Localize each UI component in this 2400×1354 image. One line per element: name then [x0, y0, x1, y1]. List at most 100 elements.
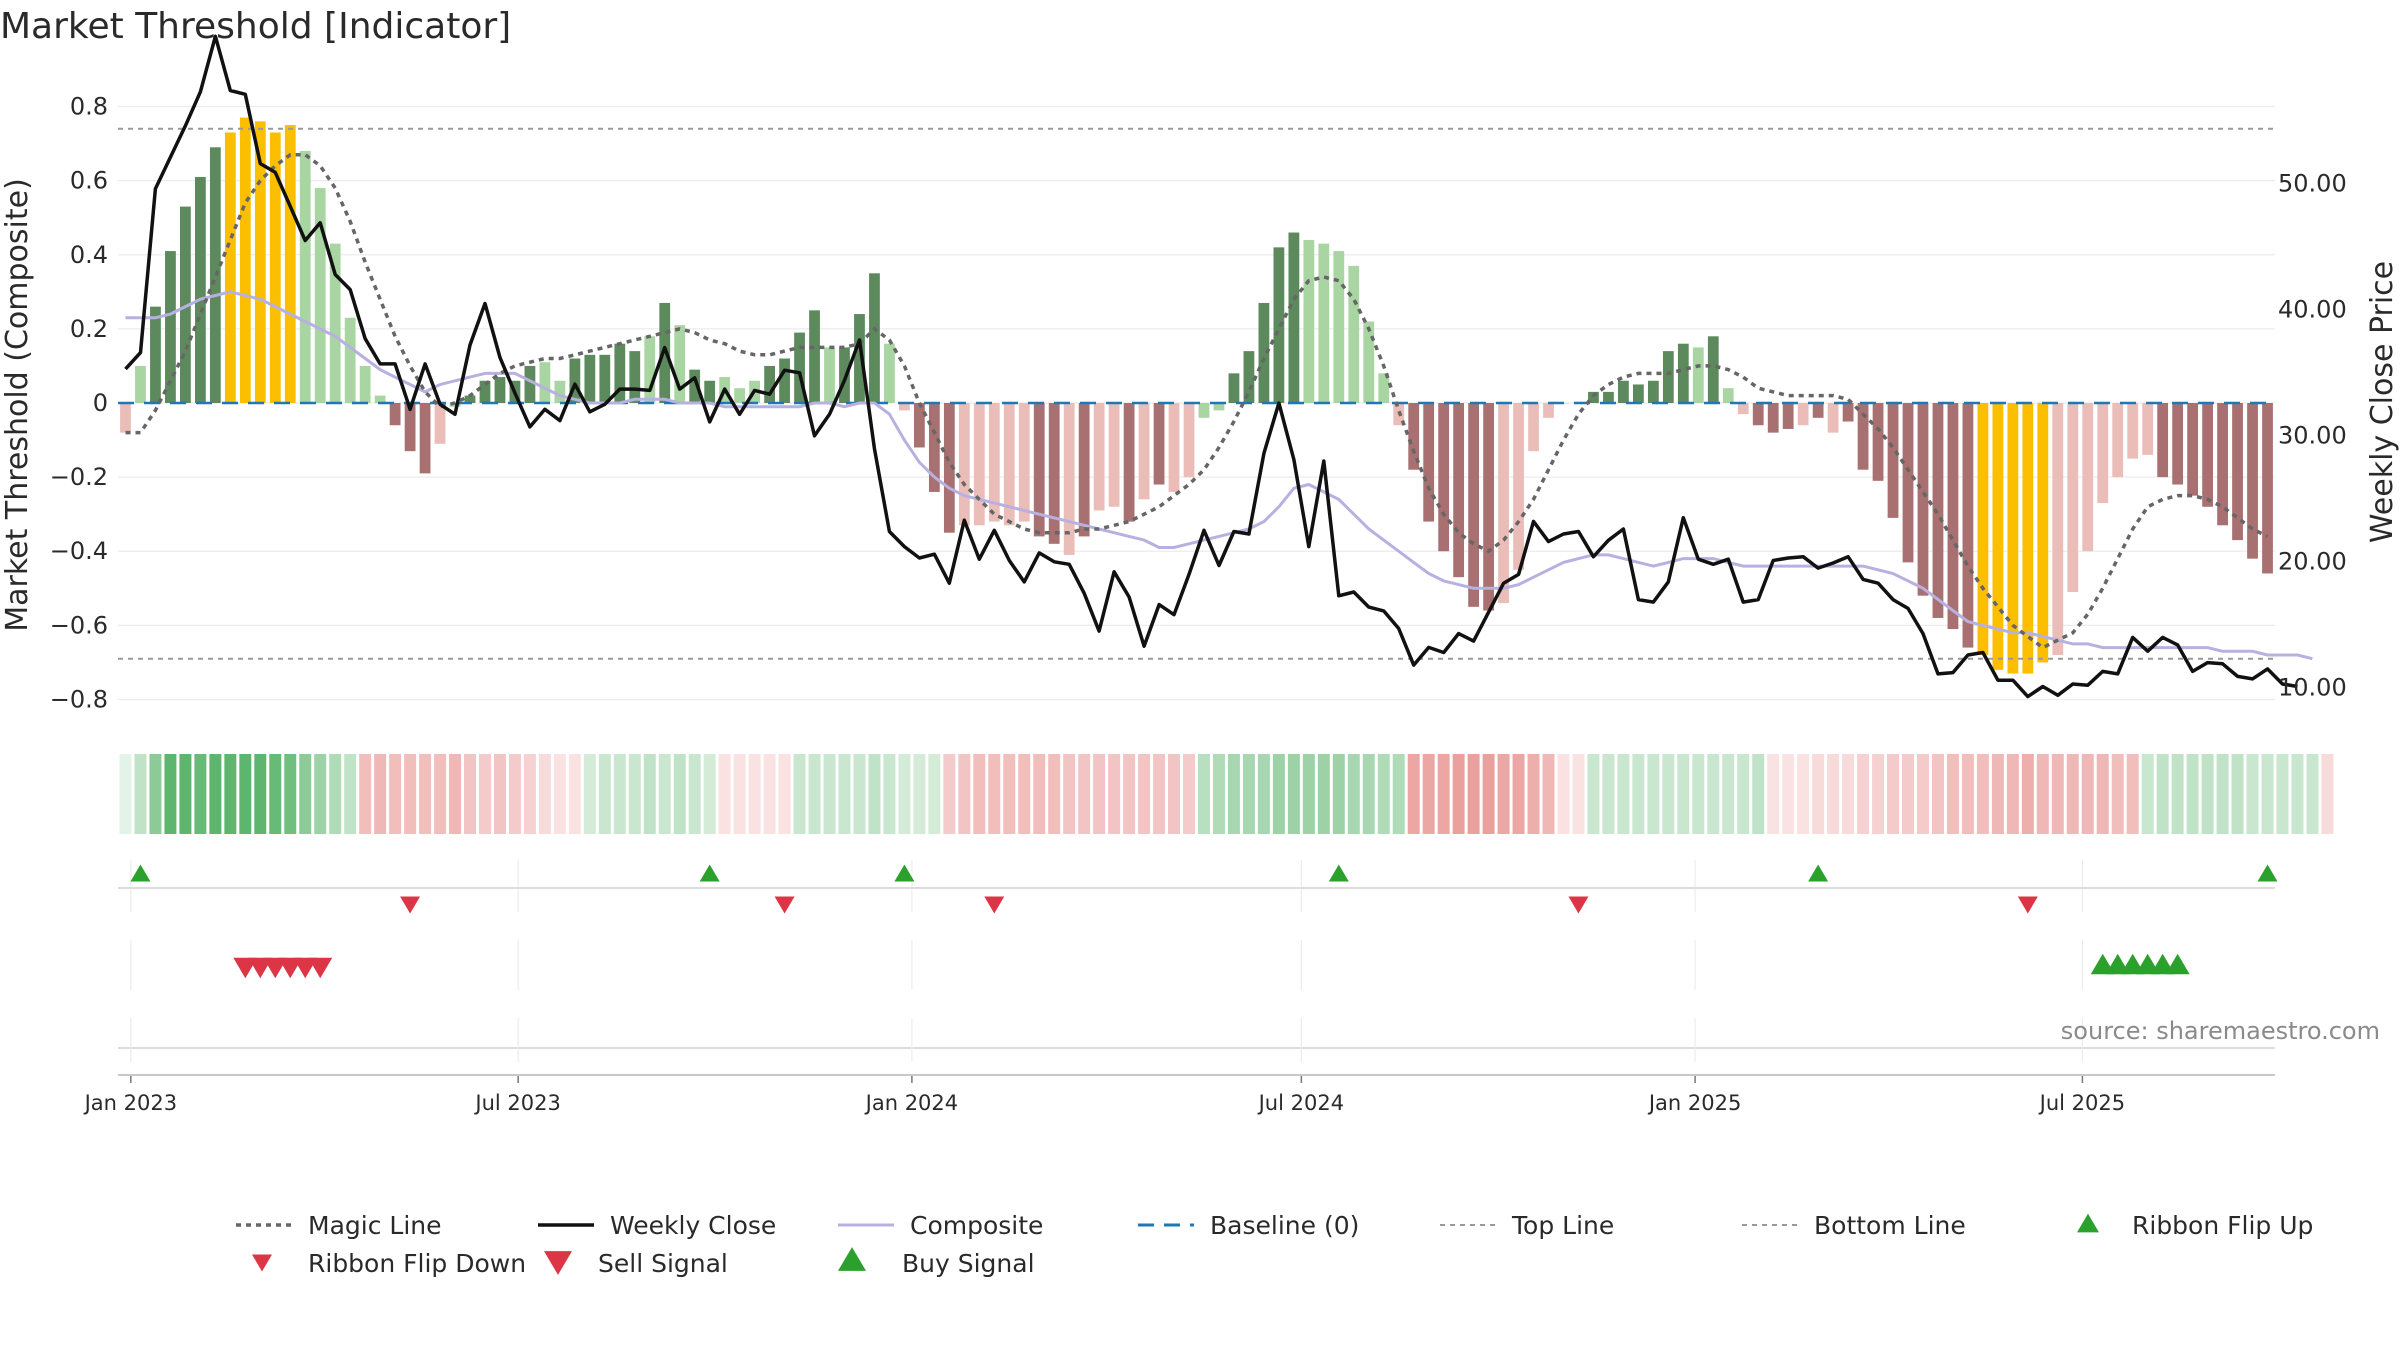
threshold-bar	[1078, 403, 1090, 537]
y-tick-label: 0	[93, 389, 108, 417]
legend-swatch	[252, 1254, 272, 1272]
ribbon-cell	[1842, 754, 1855, 834]
ribbon-cell	[1272, 754, 1285, 834]
ribbon-cell	[134, 754, 147, 834]
ribbon-cell	[179, 754, 192, 834]
threshold-bar	[209, 147, 221, 403]
ribbon-cell	[239, 754, 252, 834]
ribbon-cell	[1872, 754, 1885, 834]
ribbon-cell	[1902, 754, 1915, 834]
ribbon-cell	[1227, 754, 1240, 834]
y-tick-label: −0.6	[50, 611, 108, 639]
ribbon-cell	[478, 754, 491, 834]
ribbon-flip-up-marker	[130, 864, 151, 882]
threshold-bar	[1767, 403, 1779, 433]
threshold-bar	[614, 343, 626, 403]
legend-item-magic: Magic Line	[236, 1211, 442, 1240]
ribbon-cell	[2186, 754, 2199, 834]
y-tick-label: −0.2	[50, 463, 108, 491]
composite-line	[125, 290, 2313, 661]
legend-item-bottom: Bottom Line	[1742, 1211, 1966, 1240]
threshold-bar	[1198, 403, 1210, 418]
ribbon-cell	[538, 754, 551, 834]
threshold-bar	[2142, 403, 2154, 455]
threshold-bar	[884, 343, 895, 403]
ribbon-cell	[1946, 754, 1959, 834]
ribbon-cell	[1063, 754, 1076, 834]
ribbon-cell	[583, 754, 596, 834]
ribbon-cell	[1587, 754, 1600, 834]
threshold-bar	[1947, 403, 1959, 630]
threshold-bar	[1003, 403, 1015, 526]
threshold-bar	[1468, 403, 1480, 607]
threshold-bar	[1453, 403, 1465, 578]
threshold-bar	[1677, 343, 1689, 403]
ribbon-cell	[913, 754, 926, 834]
threshold-bar	[1827, 403, 1839, 433]
ribbon-cell	[658, 754, 671, 834]
threshold-bar	[913, 403, 925, 448]
ribbon-cell	[1887, 754, 1900, 834]
ribbon-cell	[898, 754, 911, 834]
ribbon-cell	[2051, 754, 2064, 834]
threshold-bar	[389, 403, 401, 426]
threshold-bar	[569, 358, 581, 403]
ribbon-cell	[1153, 754, 1166, 834]
ribbon-cell	[853, 754, 866, 834]
ribbon-cell	[838, 754, 851, 834]
ribbon-cell	[1078, 754, 1091, 834]
ribbon-cell	[434, 754, 447, 834]
buy-signal-marker	[2165, 953, 2190, 975]
threshold-bar	[1872, 403, 1884, 481]
legend-label: Weekly Close	[610, 1211, 776, 1240]
threshold-bar	[120, 403, 131, 433]
source-label: source: sharemaestro.com	[2061, 1017, 2380, 1045]
ribbon-cell	[1647, 754, 1660, 834]
threshold-bar	[1108, 403, 1120, 507]
legend-item-close: Weekly Close	[538, 1211, 776, 1240]
threshold-bar	[299, 151, 311, 403]
ribbon-cell	[284, 754, 297, 834]
ribbon-cell	[1197, 754, 1210, 834]
ribbon-strip	[119, 754, 2334, 834]
threshold-bar	[2172, 403, 2184, 485]
ribbon-cell	[568, 754, 581, 834]
ribbon-cell	[1931, 754, 1944, 834]
threshold-bar	[2202, 403, 2213, 507]
y2-tick-label: 50.00	[2278, 170, 2347, 198]
ribbon-cell	[2246, 754, 2259, 834]
threshold-bar	[659, 302, 671, 403]
threshold-bar	[1408, 403, 1420, 470]
ribbon-cell	[329, 754, 342, 834]
sell-signal-marker	[308, 957, 333, 979]
threshold-bar	[1588, 391, 1599, 403]
ribbon-cell	[2096, 754, 2109, 834]
weekly-close-line	[124, 34, 2298, 699]
threshold-bar	[824, 347, 835, 403]
threshold-bar	[809, 310, 820, 403]
y2-tick-label: 20.00	[2278, 548, 2347, 576]
ribbon-cell	[1737, 754, 1750, 834]
ribbon-flip-down-marker	[2017, 896, 2038, 914]
threshold-bar	[973, 403, 985, 526]
threshold-bar	[1153, 403, 1165, 485]
ribbon-cell	[1991, 754, 2004, 834]
threshold-bar	[2232, 403, 2243, 541]
ribbon-cell	[1677, 754, 1690, 834]
threshold-bar	[1093, 403, 1105, 511]
ribbon-cell	[598, 754, 611, 834]
ribbon-cell	[1916, 754, 1929, 834]
ribbon-flip-up-marker	[894, 864, 915, 882]
legend-label: Magic Line	[308, 1211, 442, 1240]
y-tick-label: 0.2	[70, 315, 108, 343]
threshold-bar	[1722, 388, 1734, 403]
ribbon-cell	[2231, 754, 2244, 834]
ribbon-cell	[1722, 754, 1735, 834]
ribbon-cell	[164, 754, 177, 834]
ribbon-cell	[1212, 754, 1225, 834]
threshold-bar	[988, 403, 1000, 522]
threshold-bar	[1618, 380, 1629, 403]
threshold-bar	[1018, 403, 1030, 522]
